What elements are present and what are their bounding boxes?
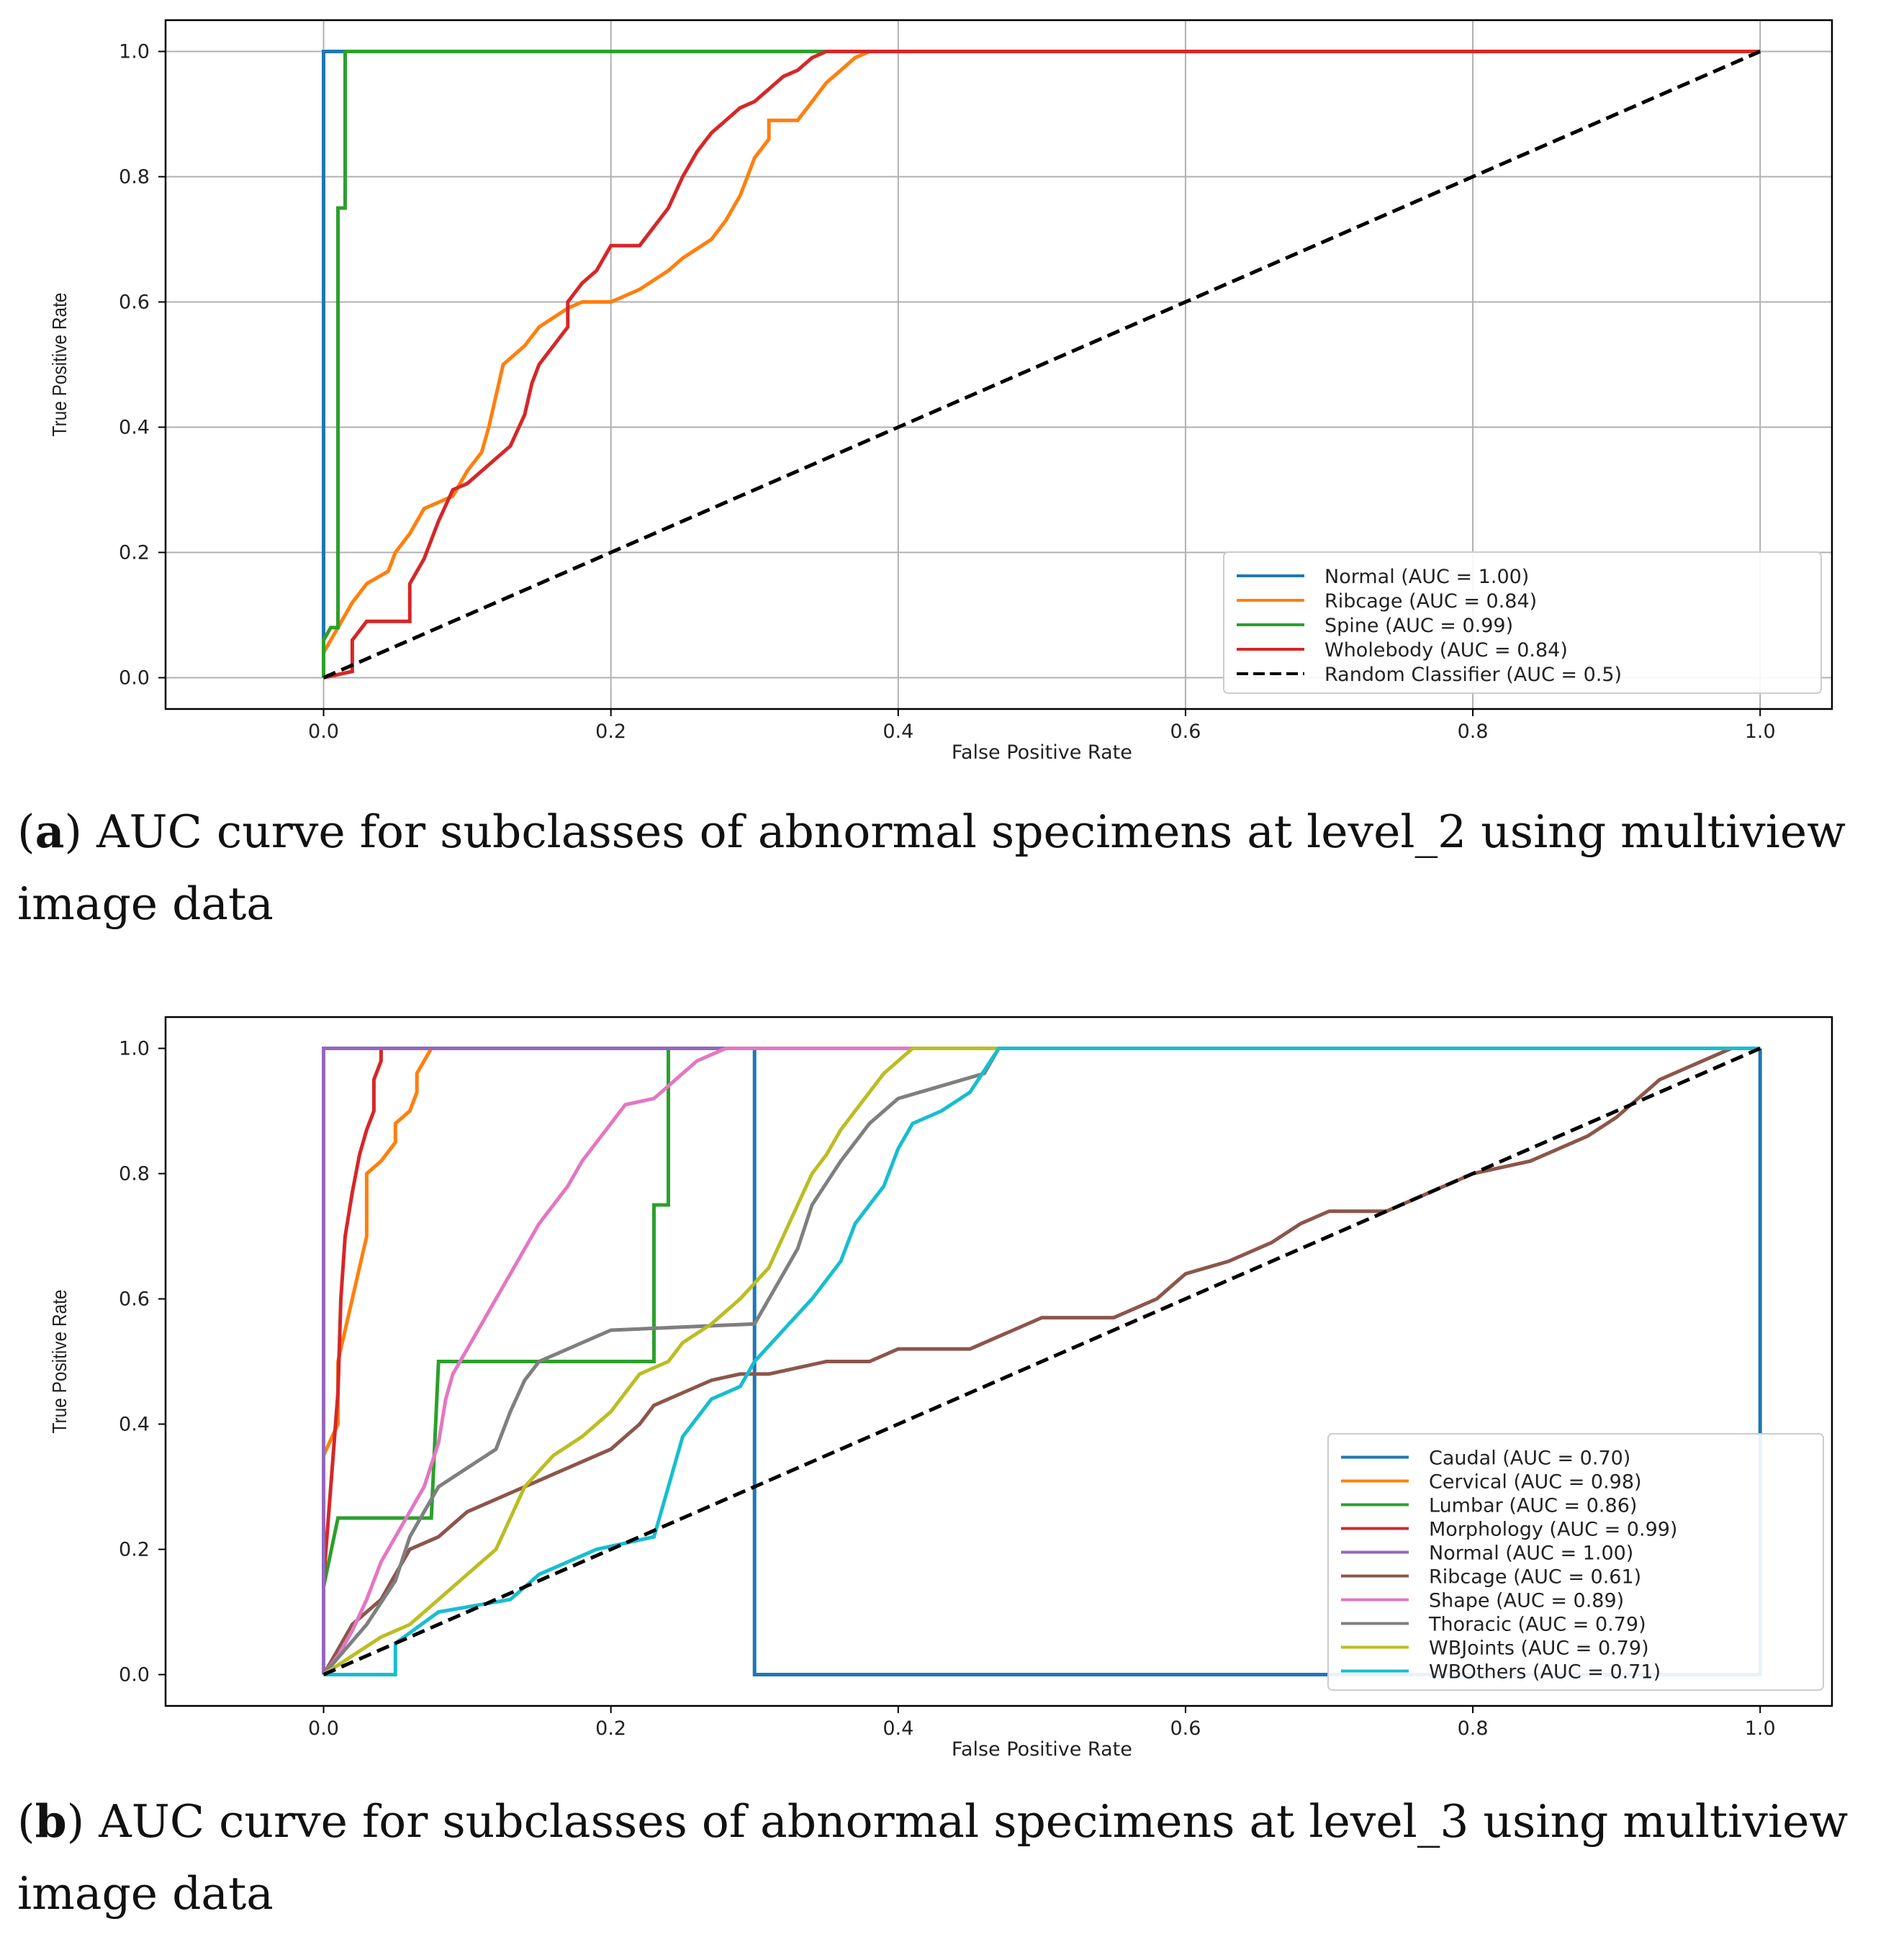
caption-b-label: b [35, 1794, 67, 1848]
series-line-diagonal [322, 1047, 1761, 1676]
legend-entry-3: Wholebody (AUC = 0.84) [1324, 639, 1568, 661]
legend-entry-4: Random Classifier (AUC = 0.5) [1324, 664, 1622, 686]
legend-entry-7: Thoracic (AUC = 0.79) [1428, 1614, 1646, 1636]
x-axis-label: False Positive Rate [952, 741, 1132, 764]
x-tick-label-4: 0.8 [1458, 1717, 1489, 1740]
x-tick-label-1: 0.2 [595, 1717, 626, 1740]
series-line-thoracic [322, 1047, 1761, 1676]
x-tick-label-5: 1.0 [1745, 721, 1776, 743]
legend-entry-2: Spine (AUC = 0.99) [1324, 615, 1513, 637]
legend-box [1327, 1433, 1824, 1691]
x-tick-label-3: 0.6 [1170, 721, 1201, 743]
legend-entry-0: Normal (AUC = 1.00) [1324, 566, 1529, 588]
series-line-ribcage [322, 1047, 1761, 1676]
x-tick-label-0: 0.0 [308, 721, 339, 743]
x-tick-label-0: 0.0 [308, 1717, 339, 1740]
x-tick-label-1: 0.2 [595, 721, 626, 743]
x-axis-label: False Positive Rate [952, 1738, 1132, 1761]
legend-entry-4: Normal (AUC = 1.00) [1429, 1543, 1633, 1565]
caption-b-line2: image data [17, 1867, 274, 1920]
x-tick-label-2: 0.4 [883, 1717, 913, 1740]
y-tick-label-4: 0.8 [119, 1163, 150, 1186]
legend-entry-3: Morphology (AUC = 0.99) [1429, 1519, 1677, 1541]
legend-entry-2: Lumbar (AUC = 0.86) [1429, 1495, 1637, 1517]
series-line-ribcage [322, 50, 1761, 678]
x-tick-label-4: 0.8 [1458, 721, 1489, 743]
y-axis-label: True Positive Rate [48, 1290, 71, 1434]
x-tick-label-5: 1.0 [1745, 1717, 1776, 1740]
y-tick-label-2: 0.4 [119, 417, 150, 439]
legend-entry-8: WBJoints (AUC = 0.79) [1429, 1638, 1649, 1660]
y-tick-label-3: 0.6 [119, 292, 150, 314]
series-line-morphology [322, 1047, 1761, 1675]
x-tick-label-3: 0.6 [1170, 1717, 1201, 1740]
plot-frame [164, 19, 1833, 710]
series-line-shape [322, 1047, 1761, 1676]
y-tick-label-5: 1.0 [119, 1038, 150, 1060]
x-tick-label-2: 0.4 [883, 721, 913, 743]
caption-a-line1: ) AUC curve for subclasses of abnormal s… [64, 805, 1846, 858]
y-axis-label: True Positive Rate [48, 293, 71, 437]
legend-entry-1: Cervical (AUC = 0.98) [1429, 1471, 1642, 1494]
caption-a-label: a [35, 805, 65, 858]
caption-a: (a) AUC curve for subclasses of abnormal… [17, 805, 1846, 930]
y-tick-label-1: 0.2 [119, 542, 150, 564]
caption-b: (b) AUC curve for subclasses of abnormal… [17, 1794, 1849, 1920]
roc-chart-a: 0.0 0.0 0.2 0.2 0.4 0.4 0.6 0.6 0.8 0.8 1.0 1.0 Fals… [48, 19, 1833, 764]
plot-frame [164, 1016, 1833, 1707]
series-line-random [322, 50, 1761, 679]
series-line-spine [322, 50, 1761, 678]
roc-chart-b: 0.0 0.0 0.2 0.2 0.4 0.4 0.6 0.6 0.8 0.8 1.0 1.0 Fals… [48, 1016, 1833, 1761]
legend-entry-9: WBOthers (AUC = 0.71) [1429, 1661, 1661, 1684]
legend-entry-5: Ribcage (AUC = 0.61) [1429, 1566, 1641, 1589]
legend-entry-0: Caudal (AUC = 0.70) [1429, 1448, 1630, 1470]
y-tick-label-0: 0.0 [119, 667, 150, 690]
y-tick-label-2: 0.4 [119, 1414, 150, 1436]
y-tick-label-5: 1.0 [119, 41, 150, 63]
y-tick-label-0: 0.0 [119, 1664, 150, 1686]
legend-entry-6: Shape (AUC = 0.89) [1429, 1590, 1624, 1612]
y-tick-label-3: 0.6 [119, 1288, 150, 1311]
series-line-lumbar [322, 1047, 1761, 1675]
legend-entry-1: Ribcage (AUC = 0.84) [1324, 590, 1537, 613]
caption-a-line2: image data [17, 877, 274, 930]
series-line-wbothers [323, 1047, 1761, 1676]
caption-b-line1: ) AUC curve for subclasses of abnormal s… [66, 1795, 1849, 1848]
series-line-wbjoints [322, 1047, 1761, 1676]
y-tick-label-4: 0.8 [119, 166, 150, 189]
legend-box [1223, 551, 1822, 694]
series-line-wholebody [322, 50, 1761, 679]
y-tick-label-1: 0.2 [119, 1539, 150, 1561]
